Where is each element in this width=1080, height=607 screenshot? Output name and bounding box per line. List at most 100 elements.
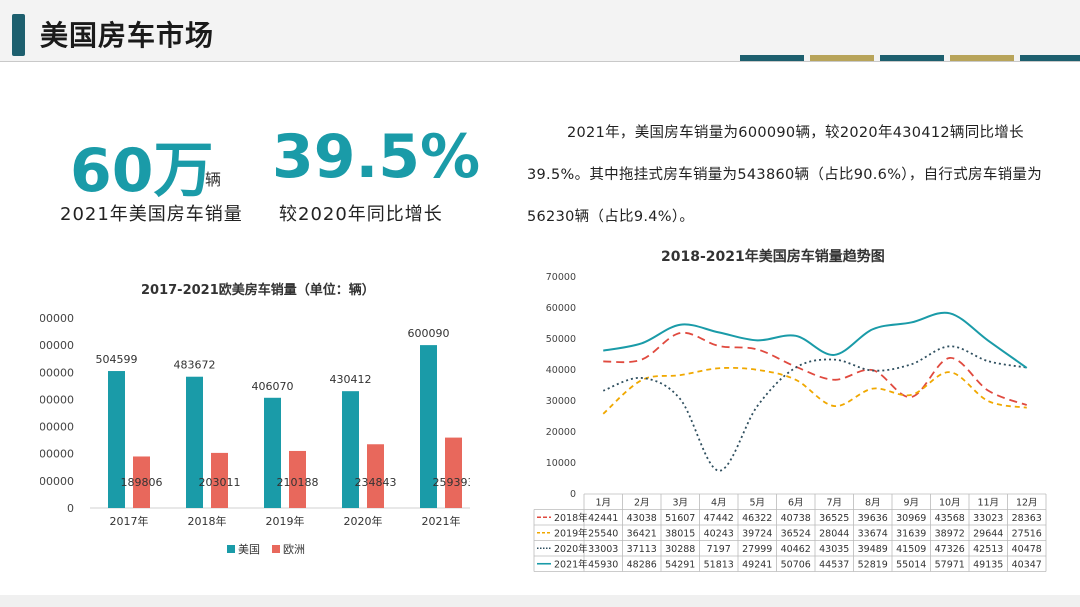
- table-cell-value: 39724: [742, 529, 772, 540]
- table-series-name: 2021年: [554, 559, 588, 571]
- line-y-tick-label: 60000: [546, 303, 576, 314]
- line-x-tick-label: 6月: [788, 498, 804, 509]
- deco-segment-2: [810, 55, 874, 61]
- bar-value-label: 210188: [277, 476, 319, 489]
- bar-y-tick-label: 700000: [40, 312, 74, 325]
- line-series-2020年: [602, 345, 1027, 472]
- deco-segment-4: [950, 55, 1014, 61]
- line-x-tick-label: 1月: [595, 498, 611, 509]
- bar-y-tick-label: 200000: [40, 448, 74, 461]
- deco-segment-5: [1020, 55, 1080, 61]
- bar-eu: [445, 437, 462, 508]
- bar-us: [420, 345, 437, 508]
- table-cell-value: 48286: [627, 560, 657, 571]
- table-cell-value: 36524: [781, 529, 811, 540]
- bar-x-tick-label: 2021年: [422, 514, 461, 528]
- line-series-2018年: [603, 331, 1028, 406]
- bar-value-label: 406070: [252, 380, 294, 393]
- table-cell-value: 55014: [896, 560, 926, 571]
- bar-y-tick-label: 600000: [40, 339, 74, 352]
- table-cell-value: 36525: [819, 513, 849, 524]
- line-x-tick-label: 2月: [634, 498, 650, 509]
- line-x-tick-label: 9月: [903, 498, 919, 509]
- table-cell-value: 43038: [627, 513, 657, 524]
- table-cell-value: 40738: [781, 513, 811, 524]
- table-cell-value: 43035: [819, 544, 849, 555]
- stat-sales-label: 2021年美国房车销量: [60, 204, 243, 225]
- header-divider: [0, 61, 1080, 62]
- table-cell-value: 42513: [973, 544, 1003, 555]
- bar-value-label: 203011: [199, 476, 241, 489]
- footer-strip: [0, 595, 1080, 607]
- line-x-tick-label: 11月: [977, 498, 999, 509]
- line-chart-title: 2018-2021年美国房车销量趋势图: [661, 249, 885, 265]
- table-cell-value: 27999: [742, 544, 772, 555]
- table-cell-value: 44537: [819, 560, 849, 571]
- bar-eu: [289, 450, 306, 508]
- table-cell-value: 41509: [896, 544, 926, 555]
- legend-label-us: 美国: [238, 543, 260, 556]
- table-cell-value: 40347: [1012, 560, 1042, 571]
- legend-swatch-us: [227, 545, 235, 553]
- table-series-name: 2018年: [554, 512, 588, 524]
- table-cell-value: 28044: [819, 529, 849, 540]
- table-cell-value: 43568: [935, 513, 965, 524]
- table-cell-value: 33023: [973, 513, 1003, 524]
- stat-growth-label: 较2020年同比增长: [279, 204, 443, 225]
- bar-eu: [211, 452, 228, 508]
- line-y-tick-label: 10000: [546, 458, 576, 469]
- bar-us: [186, 376, 203, 508]
- table-cell-value: 25540: [588, 529, 618, 540]
- bar-x-tick-label: 2018年: [188, 514, 227, 528]
- bar-y-tick-label: 100000: [40, 475, 74, 488]
- table-cell-value: 40462: [781, 544, 811, 555]
- line-x-tick-label: 3月: [672, 498, 688, 509]
- table-cell-value: 39636: [858, 513, 888, 524]
- table-cell-value: 47326: [935, 544, 965, 555]
- line-y-tick-label: 20000: [546, 427, 576, 438]
- bar-us: [264, 397, 281, 508]
- table-cell-value: 39489: [858, 544, 888, 555]
- table-cell-value: 27516: [1012, 529, 1042, 540]
- table-cell-value: 54291: [665, 560, 695, 571]
- bar-y-tick-label: 300000: [40, 421, 74, 434]
- table-cell-value: 50706: [781, 560, 811, 571]
- bar-us: [108, 371, 125, 508]
- table-cell-value: 52819: [858, 560, 888, 571]
- table-cell-value: 36421: [627, 529, 657, 540]
- table-cell-value: 29644: [973, 529, 1003, 540]
- table-cell-value: 42441: [588, 513, 618, 524]
- bar-us: [342, 391, 359, 508]
- line-x-tick-label: 8月: [865, 498, 881, 509]
- table-series-name: 2019年: [554, 528, 588, 540]
- line-x-tick-label: 5月: [749, 498, 765, 509]
- table-cell-value: 33674: [858, 529, 888, 540]
- table-cell-value: 38972: [935, 529, 965, 540]
- table-series-name: 2020年: [554, 543, 588, 555]
- table-cell-value: 30969: [896, 513, 926, 524]
- stat-sales-value: 60万: [70, 136, 214, 206]
- table-cell-value: 33003: [588, 544, 618, 555]
- table-cell-value: 37113: [627, 544, 657, 555]
- bar-eu: [367, 444, 384, 508]
- line-chart: 0 10000 20000 30000 40000 50000 60000 70000 1月 2月…: [533, 272, 1047, 572]
- title-accent-bar: [12, 14, 25, 56]
- stat-growth-value: 39.5%: [272, 122, 481, 192]
- line-x-tick-label: 4月: [711, 498, 727, 509]
- table-cell-value: 51607: [665, 513, 695, 524]
- bar-x-tick-label: 2019年: [266, 514, 305, 528]
- line-series-2021年: [603, 311, 1028, 369]
- summary-paragraph: 2021年，美国房车销量为600090辆，较2020年430412辆同比增长39…: [527, 125, 1043, 225]
- table-cell-value: 51813: [704, 560, 734, 571]
- deco-segment-3: [880, 55, 944, 61]
- stat-sales-unit: 辆: [205, 170, 222, 189]
- table-cell-value: 7197: [707, 544, 731, 555]
- table-cell-value: 40243: [704, 529, 734, 540]
- table-cell-value: 31639: [896, 529, 926, 540]
- table-cell-value: 38015: [665, 529, 695, 540]
- line-x-tick-label: 7月: [826, 498, 842, 509]
- legend-label-eu: 欧洲: [283, 543, 305, 556]
- line-x-tick-label: 10月: [939, 498, 961, 509]
- table-cell-value: 57971: [935, 560, 965, 571]
- table-cell-value: 30288: [665, 544, 695, 555]
